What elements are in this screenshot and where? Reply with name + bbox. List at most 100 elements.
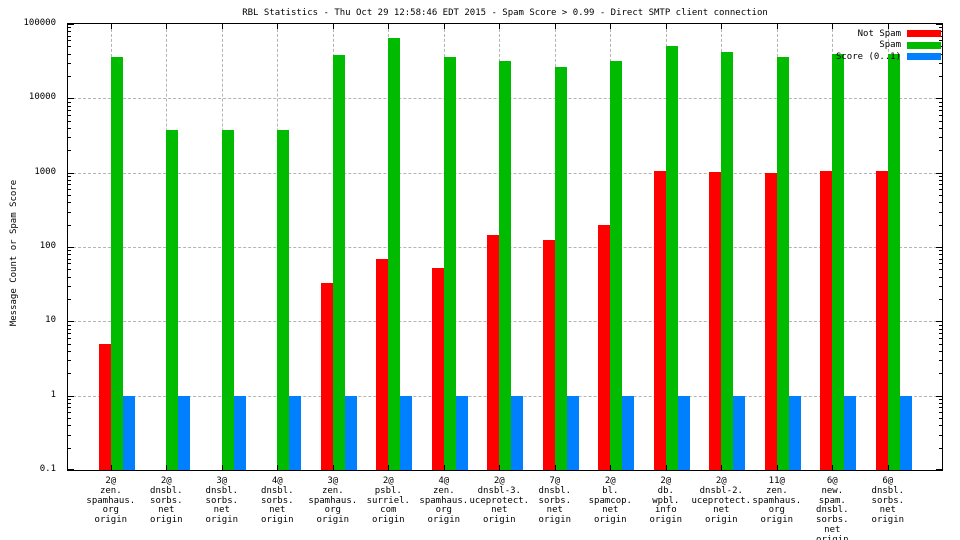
legend-item-label: Score (0..1) bbox=[835, 51, 901, 62]
x-tick bbox=[721, 465, 723, 470]
bar-score-0-1 bbox=[400, 395, 413, 470]
y-minor-tick bbox=[68, 101, 71, 103]
bar-not-spam bbox=[98, 343, 111, 470]
legend-item: Score (0..1) bbox=[835, 51, 941, 62]
y-minor-tick bbox=[68, 399, 71, 401]
bar-spam bbox=[776, 56, 789, 470]
y-minor-tick bbox=[68, 224, 71, 226]
y-major-tick bbox=[936, 321, 942, 323]
y-minor-tick bbox=[939, 276, 942, 278]
y-minor-tick bbox=[68, 425, 71, 427]
x-tick bbox=[776, 24, 778, 29]
y-major-tick bbox=[68, 321, 74, 323]
y-minor-tick bbox=[68, 360, 71, 362]
bar-score-0-1 bbox=[844, 395, 857, 470]
x-tick-label: 2@ dnsbl-2. uceprotect. net origin bbox=[691, 476, 752, 526]
x-tick bbox=[443, 24, 445, 29]
y-minor-tick bbox=[939, 447, 942, 449]
x-tick-label: 6@ new. spam. dnsbl. sorbs. net origin bbox=[816, 476, 849, 540]
y-minor-tick bbox=[939, 176, 942, 178]
x-tick bbox=[832, 24, 834, 29]
y-minor-tick bbox=[939, 127, 942, 129]
y-minor-tick bbox=[68, 35, 71, 37]
legend-swatch bbox=[907, 41, 941, 49]
x-tick bbox=[388, 465, 390, 470]
x-tick-label: 2@ dnsbl-3. uceprotect. net origin bbox=[469, 476, 530, 526]
y-minor-tick bbox=[68, 127, 71, 129]
y-minor-tick bbox=[68, 350, 71, 352]
y-tick-label: 1000 bbox=[34, 166, 56, 177]
bar-not-spam bbox=[320, 282, 333, 470]
y-minor-tick bbox=[939, 373, 942, 375]
y-minor-tick bbox=[68, 189, 71, 191]
y-minor-tick bbox=[939, 27, 942, 29]
x-tick-label: 2@ dnsbl. sorbs. net origin bbox=[150, 476, 183, 526]
y-minor-tick bbox=[68, 109, 71, 111]
legend-swatch bbox=[907, 53, 941, 60]
chart-title: RBL Statistics - Thu Oct 29 12:58:46 EDT… bbox=[242, 8, 768, 18]
y-minor-tick bbox=[939, 40, 942, 42]
y-major-tick bbox=[936, 469, 942, 470]
x-tick-label: 3@ dnsbl. sorbs. net origin bbox=[205, 476, 239, 526]
bar-not-spam bbox=[542, 240, 555, 470]
y-minor-tick bbox=[68, 258, 71, 260]
x-tick bbox=[610, 24, 612, 29]
bar-not-spam bbox=[820, 170, 833, 470]
y-tick-label: 10000 bbox=[28, 92, 56, 103]
x-tick bbox=[388, 24, 390, 29]
x-tick-label: 2@ psbl. surriel. com origin bbox=[366, 476, 410, 526]
bar-score-0-1 bbox=[455, 395, 468, 470]
y-major-tick bbox=[936, 98, 942, 100]
y-minor-tick bbox=[68, 343, 71, 345]
y-minor-tick bbox=[68, 254, 71, 256]
y-minor-tick bbox=[68, 447, 71, 449]
x-tick bbox=[166, 465, 168, 470]
y-minor-tick bbox=[68, 40, 71, 42]
y-minor-tick bbox=[68, 31, 71, 33]
y-minor-tick bbox=[939, 224, 942, 226]
y-minor-tick bbox=[68, 324, 71, 326]
bar-not-spam bbox=[376, 258, 389, 470]
y-minor-tick bbox=[939, 258, 942, 260]
x-tick-label: 7@ dnsbl. sorbs. net origin bbox=[538, 476, 572, 526]
bar-score-0-1 bbox=[566, 395, 579, 470]
x-tick bbox=[110, 24, 112, 29]
y-minor-tick bbox=[939, 402, 942, 404]
y-minor-tick bbox=[68, 75, 71, 77]
x-tick-label: 11@ zen. spamhaus. org origin bbox=[752, 476, 802, 526]
y-minor-tick bbox=[68, 179, 71, 181]
y-minor-tick bbox=[68, 195, 71, 197]
x-tick-label: 2@ bl. spamcop. net origin bbox=[588, 476, 632, 526]
y-minor-tick bbox=[68, 373, 71, 375]
bar-spam bbox=[554, 67, 567, 470]
y-minor-tick bbox=[68, 412, 71, 414]
bar-spam bbox=[832, 53, 845, 470]
y-minor-tick bbox=[939, 120, 942, 122]
y-major-tick bbox=[68, 24, 74, 25]
legend-item: Not Spam bbox=[858, 29, 941, 38]
bar-spam bbox=[166, 130, 179, 470]
bar-score-0-1 bbox=[122, 395, 135, 470]
y-minor-tick bbox=[939, 425, 942, 427]
y-minor-tick bbox=[939, 298, 942, 300]
x-tick bbox=[721, 24, 723, 29]
y-major-tick bbox=[68, 98, 74, 100]
bar-score-0-1 bbox=[733, 395, 746, 470]
bar-score-0-1 bbox=[622, 395, 635, 470]
x-tick bbox=[332, 465, 334, 470]
y-minor-tick bbox=[939, 75, 942, 77]
x-tick bbox=[277, 465, 279, 470]
y-minor-tick bbox=[68, 53, 71, 55]
y-minor-tick bbox=[68, 332, 71, 334]
y-minor-tick bbox=[68, 407, 71, 409]
y-minor-tick bbox=[939, 195, 942, 197]
bar-spam bbox=[887, 53, 900, 470]
y-tick-label: 0.1 bbox=[39, 464, 56, 474]
y-minor-tick bbox=[68, 298, 71, 300]
x-tick bbox=[610, 465, 612, 470]
x-tick bbox=[499, 465, 501, 470]
y-major-tick bbox=[936, 172, 942, 174]
bar-spam bbox=[110, 56, 123, 470]
y-minor-tick bbox=[939, 137, 942, 139]
y-minor-tick bbox=[939, 343, 942, 345]
